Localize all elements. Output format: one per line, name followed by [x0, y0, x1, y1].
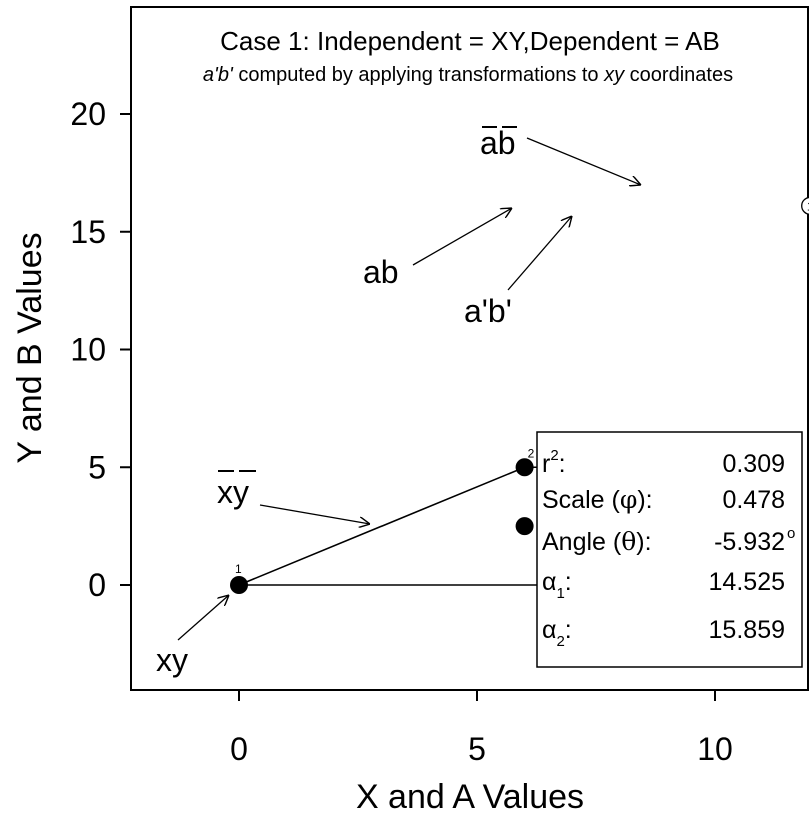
stats-row-value: -5.932 — [714, 528, 785, 556]
stats-row-value: 0.309 — [722, 450, 785, 478]
stats-row-value: 14.525 — [709, 568, 785, 596]
annotation-ab-arrow — [412, 208, 512, 266]
y-axis-label: Y and B Values — [11, 232, 49, 463]
ab-point — [801, 196, 809, 215]
xy-point-label: 1 — [235, 562, 242, 576]
stats-row-value-sup: o — [787, 525, 795, 542]
xy-point — [515, 458, 534, 477]
y-tick-label: 15 — [70, 214, 106, 250]
chart-subtitle: a'b' computed by applying transformation… — [203, 64, 733, 86]
xy-centroid — [515, 517, 534, 536]
y-tick-label: 5 — [88, 449, 106, 485]
x-tick-label: 0 — [230, 731, 248, 767]
stats-row-label: Scale (φ): — [542, 485, 653, 514]
subtitle-part: computed by applying transformations to — [233, 64, 604, 86]
stats-row-value: 0.478 — [722, 486, 785, 514]
annotation-xy-mean: xy — [217, 470, 370, 524]
ab-point-label: 1 — [807, 199, 809, 213]
subtitle-part: xy — [603, 64, 625, 86]
stats-box: r2: 0.309 Scale (φ): 0.478 Angle (θ): -5.932 o… — [536, 431, 803, 668]
y-tick-label: 10 — [70, 332, 106, 368]
annotation-ab-mean: ab — [480, 125, 641, 185]
stats-rows: r2: 0.309 Scale (φ): 0.478 Angle (θ): -5.932 o… — [542, 447, 795, 650]
annotation-ab-label: ab — [363, 254, 399, 290]
x-tick-label: 5 — [468, 731, 486, 767]
axis-ticks: 0510152005101520 — [70, 96, 733, 767]
annotation-xy-mean-label: xy — [217, 474, 249, 510]
stats-row-label: r2: — [542, 447, 566, 478]
annotation-a-prime-b-prime-label: a'b' — [464, 293, 512, 329]
chart-title: Case 1: Independent = XY,Dependent = AB — [220, 26, 720, 56]
stats-box-frame — [536, 431, 803, 668]
annotation-a-prime-b-prime-arrow — [507, 216, 572, 291]
y-tick-label: 0 — [88, 567, 106, 603]
x-tick-label: 10 — [697, 731, 733, 767]
subtitle-part: coordinates — [624, 64, 733, 86]
xy-point — [230, 576, 248, 594]
annotation-a-prime-b-prime: a'b' — [464, 216, 572, 329]
stats-row-label: α2: — [542, 616, 572, 650]
annotation-xy-label: xy — [156, 642, 188, 678]
stats-row-label: Angle (θ): — [542, 527, 652, 556]
stats-row-label: α1: — [542, 568, 572, 602]
xy-point-label: 2 — [528, 446, 535, 460]
annotation-ab-mean-arrow — [526, 137, 641, 185]
annotation-xy: xy — [156, 595, 229, 678]
annotation-ab-mean-label: ab — [480, 125, 516, 161]
x-axis-label: X and A Values — [356, 778, 584, 816]
annotation-xy-arrow — [177, 595, 229, 641]
annotation-xy-mean-arrow — [259, 504, 370, 524]
y-tick-label: 20 — [70, 96, 106, 132]
stats-row-value: 15.859 — [709, 616, 785, 644]
subtitle-part: a'b' — [203, 64, 234, 86]
annotation-ab: ab — [363, 208, 512, 290]
